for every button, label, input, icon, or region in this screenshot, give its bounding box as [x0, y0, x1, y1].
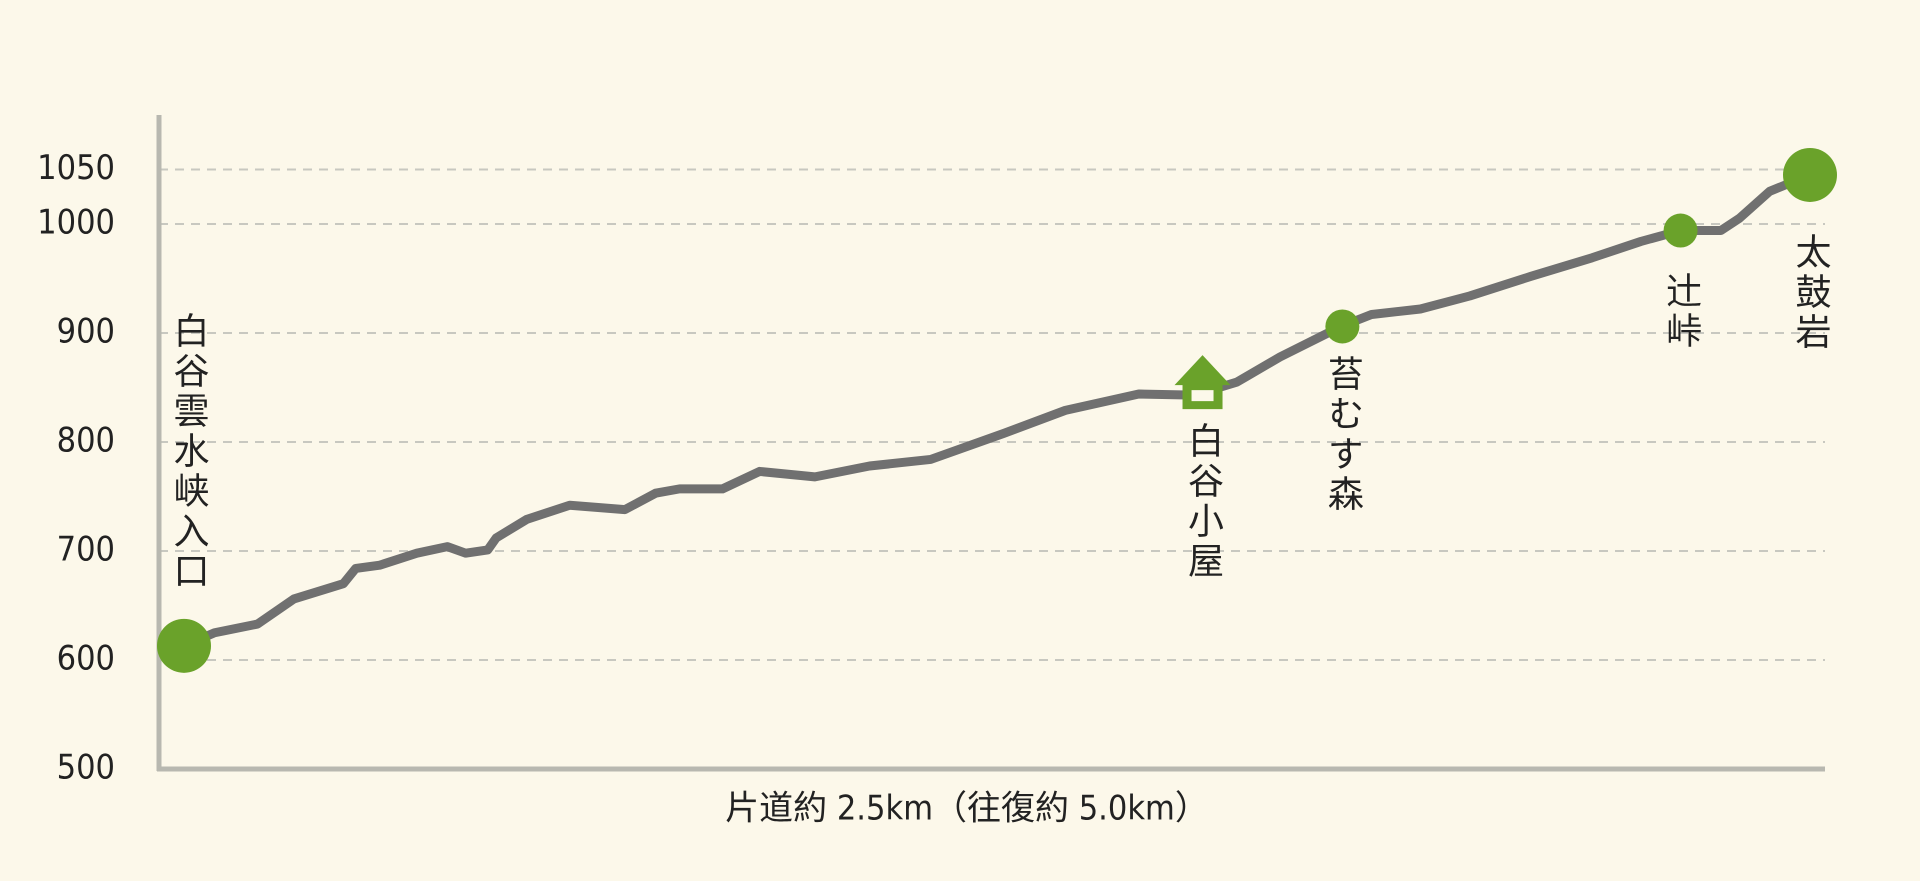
hut-window: [1191, 390, 1214, 402]
y-tick-label: 1000: [37, 203, 115, 243]
y-tick-label: 800: [57, 421, 115, 461]
waypoint-label: 辻峠: [1660, 272, 1701, 352]
hut-marker: [1174, 355, 1231, 410]
waypoint-marker: [1663, 213, 1698, 248]
waypoint-label: 苔むす森: [1322, 355, 1363, 515]
waypoint-label: 太鼓岩: [1790, 233, 1832, 353]
waypoint-marker: [157, 618, 211, 673]
y-tick-label: 500: [57, 748, 115, 788]
y-tick-label: 700: [57, 530, 115, 570]
waypoint-marker: [1325, 309, 1360, 344]
elevation-line: [179, 170, 1815, 651]
waypoint-label: 白谷小屋: [1182, 422, 1223, 582]
hut-roof: [1174, 355, 1231, 386]
waypoint-marker: [1783, 147, 1837, 202]
y-tick-label: 1050: [37, 148, 115, 188]
y-tick-label: 600: [57, 639, 115, 679]
x-axis-label: 片道約 2.5km（往復約 5.0km）: [725, 789, 1209, 829]
y-tick-label: 900: [57, 312, 115, 352]
waypoint-label: 白谷雲水峡入口: [168, 312, 209, 592]
